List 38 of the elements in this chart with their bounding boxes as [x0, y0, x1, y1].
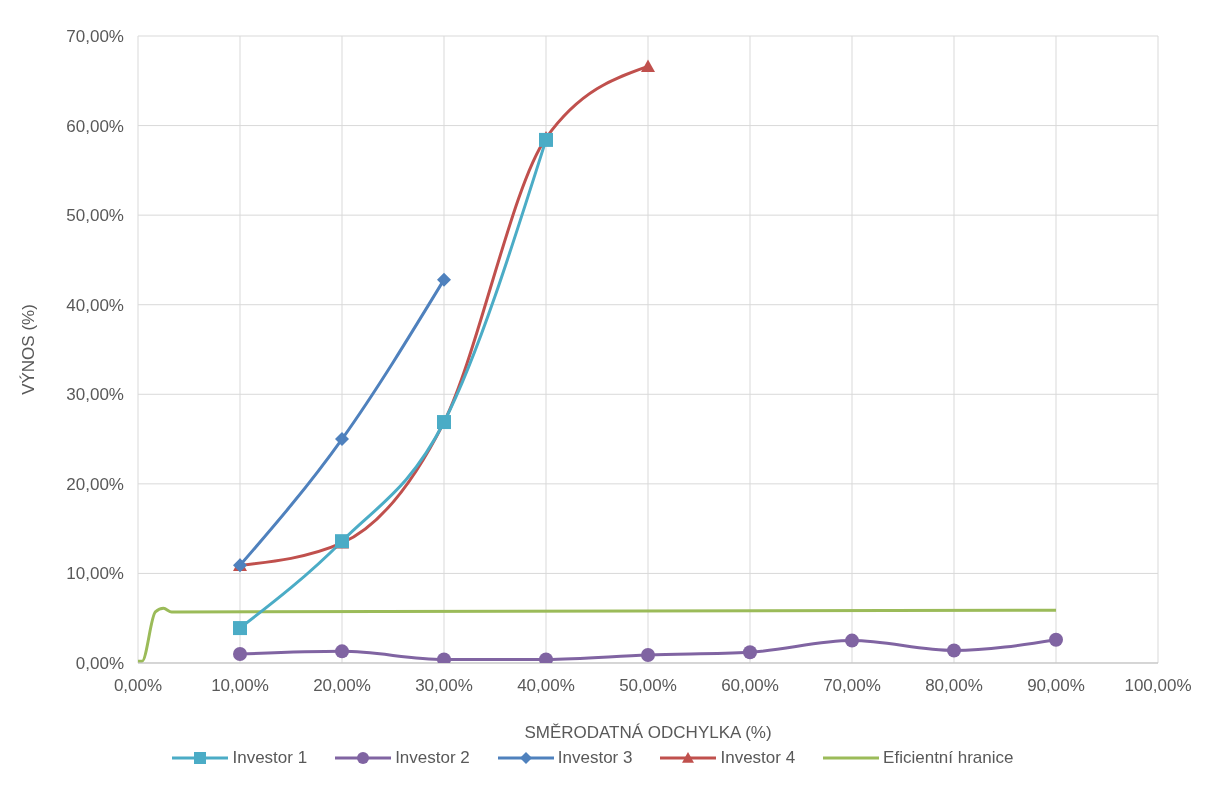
- x-tick-label: 100,00%: [1124, 676, 1192, 696]
- x-tick-label: 80,00%: [925, 676, 983, 696]
- point: [743, 645, 757, 660]
- legend-label: Investor 2: [394, 748, 470, 768]
- point: [1049, 632, 1063, 647]
- y-tick-label: 20,00%: [66, 474, 124, 494]
- y-tick-label: 0,00%: [75, 654, 124, 674]
- point: [947, 643, 961, 658]
- x-tick-label: 60,00%: [721, 676, 779, 696]
- y-tick-label: 60,00%: [66, 116, 124, 136]
- y-axis-title: VÝNOS (%): [19, 304, 39, 395]
- x-tick-label: 40,00%: [517, 676, 575, 696]
- x-tick-label: 0,00%: [113, 676, 163, 696]
- point: [437, 272, 451, 287]
- point: [233, 621, 247, 636]
- legend-label: Investor 1: [231, 748, 308, 768]
- x-tick-label: 20,00%: [313, 676, 371, 696]
- y-tick-label: 50,00%: [66, 206, 124, 226]
- x-tick-label: 30,00%: [415, 676, 473, 696]
- line-series: [138, 606, 1058, 663]
- legend-label: Investor 3: [556, 748, 633, 768]
- point: [335, 644, 349, 659]
- legend-label: Eficientní hranice: [882, 748, 1014, 768]
- legend-label: Investor 4: [719, 748, 796, 768]
- y-tick-label: 70,00%: [66, 27, 124, 47]
- point: [845, 633, 859, 648]
- point: [641, 59, 655, 73]
- x-tick-label: 70,00%: [823, 676, 881, 696]
- y-tick-label: 10,00%: [66, 564, 124, 584]
- x-tick-label: 90,00%: [1027, 676, 1085, 696]
- x-tick-label: 10,00%: [211, 676, 269, 696]
- x-tick-label: 50,00%: [619, 676, 677, 696]
- y-tick-label: 30,00%: [66, 385, 124, 405]
- point: [233, 647, 247, 662]
- point: [335, 432, 349, 447]
- y-tick-label: 40,00%: [66, 295, 124, 315]
- point: [641, 647, 655, 662]
- x-axis-title: SMĚRODATNÁ ODCHYLKA (%): [524, 723, 772, 742]
